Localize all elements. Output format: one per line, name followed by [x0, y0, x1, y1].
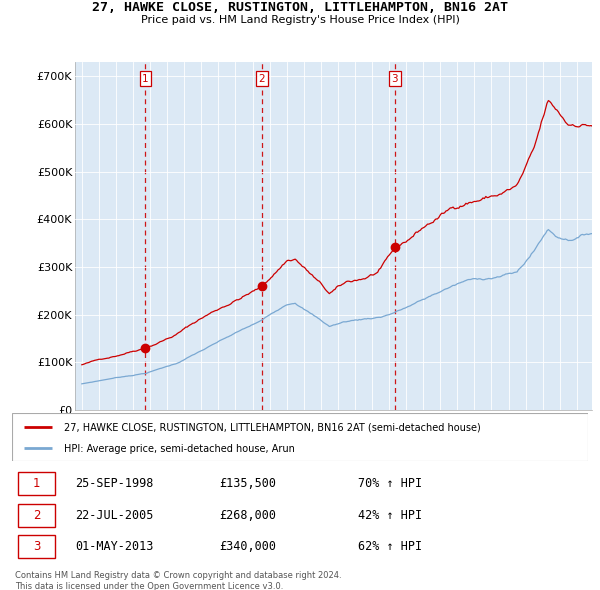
Text: HPI: Average price, semi-detached house, Arun: HPI: Average price, semi-detached house,…	[64, 444, 295, 454]
Text: 3: 3	[33, 540, 40, 553]
Bar	[18, 472, 55, 495]
Text: 25-SEP-1998: 25-SEP-1998	[76, 477, 154, 490]
Text: 22-JUL-2005: 22-JUL-2005	[76, 509, 154, 522]
Text: 2: 2	[33, 509, 40, 522]
Text: 2: 2	[259, 74, 265, 84]
Text: £135,500: £135,500	[220, 477, 277, 490]
Text: 42% ↑ HPI: 42% ↑ HPI	[358, 509, 422, 522]
Text: 27, HAWKE CLOSE, RUSTINGTON, LITTLEHAMPTON, BN16 2AT (semi-detached house): 27, HAWKE CLOSE, RUSTINGTON, LITTLEHAMPT…	[64, 422, 481, 432]
Text: 62% ↑ HPI: 62% ↑ HPI	[358, 540, 422, 553]
Text: Contains HM Land Registry data © Crown copyright and database right 2024.
This d: Contains HM Land Registry data © Crown c…	[15, 571, 341, 590]
Bar	[18, 503, 55, 527]
Bar	[18, 535, 55, 558]
Text: Price paid vs. HM Land Registry's House Price Index (HPI): Price paid vs. HM Land Registry's House …	[140, 15, 460, 25]
Text: 1: 1	[142, 74, 149, 84]
Text: 70% ↑ HPI: 70% ↑ HPI	[358, 477, 422, 490]
Text: 27, HAWKE CLOSE, RUSTINGTON, LITTLEHAMPTON, BN16 2AT: 27, HAWKE CLOSE, RUSTINGTON, LITTLEHAMPT…	[92, 1, 508, 14]
Text: £268,000: £268,000	[220, 509, 277, 522]
Text: 01-MAY-2013: 01-MAY-2013	[76, 540, 154, 553]
Text: 3: 3	[391, 74, 398, 84]
Text: £340,000: £340,000	[220, 540, 277, 553]
Text: 1: 1	[33, 477, 40, 490]
